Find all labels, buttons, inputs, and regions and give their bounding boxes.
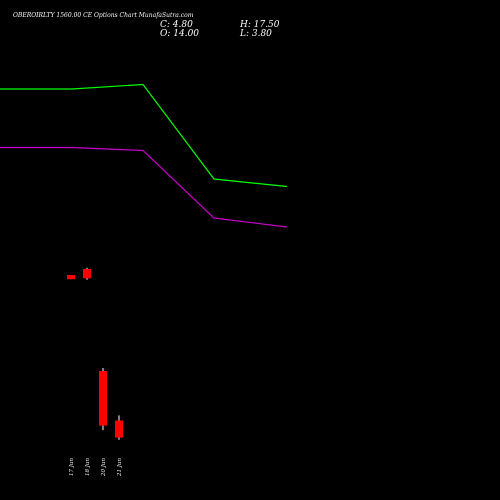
low-value: L: 3.80 [239,29,272,39]
candles [67,267,123,440]
candle-21-jun [115,415,123,440]
open-value: O: 14.00 [160,29,199,39]
high-value: H: 17.50 [239,20,280,30]
close-value: C: 4.80 [160,20,193,30]
x-tick-label: 21 Jun [117,458,123,477]
x-tick-label: 20 Jun [101,458,107,477]
candle-20-jun [99,368,107,431]
series-line-2 [0,146,288,228]
candle-body [83,269,91,279]
candle-body [67,275,75,280]
candle-body [115,420,123,438]
x-tick-label: 17 Jun [69,458,75,476]
chart-title: OBEROIRLTY 1560.00 CE Options Chart Muna… [13,12,194,19]
average-lines [0,83,288,228]
candle-17-jun [67,275,75,280]
x-axis-ticks: 17 Jun 18 Jun 20 Jun 21 Jun [69,458,123,477]
x-tick-label: 18 Jun [85,458,91,476]
candle-18-jun [83,267,91,280]
candle-body [99,371,107,426]
series-line-1 [0,83,288,188]
